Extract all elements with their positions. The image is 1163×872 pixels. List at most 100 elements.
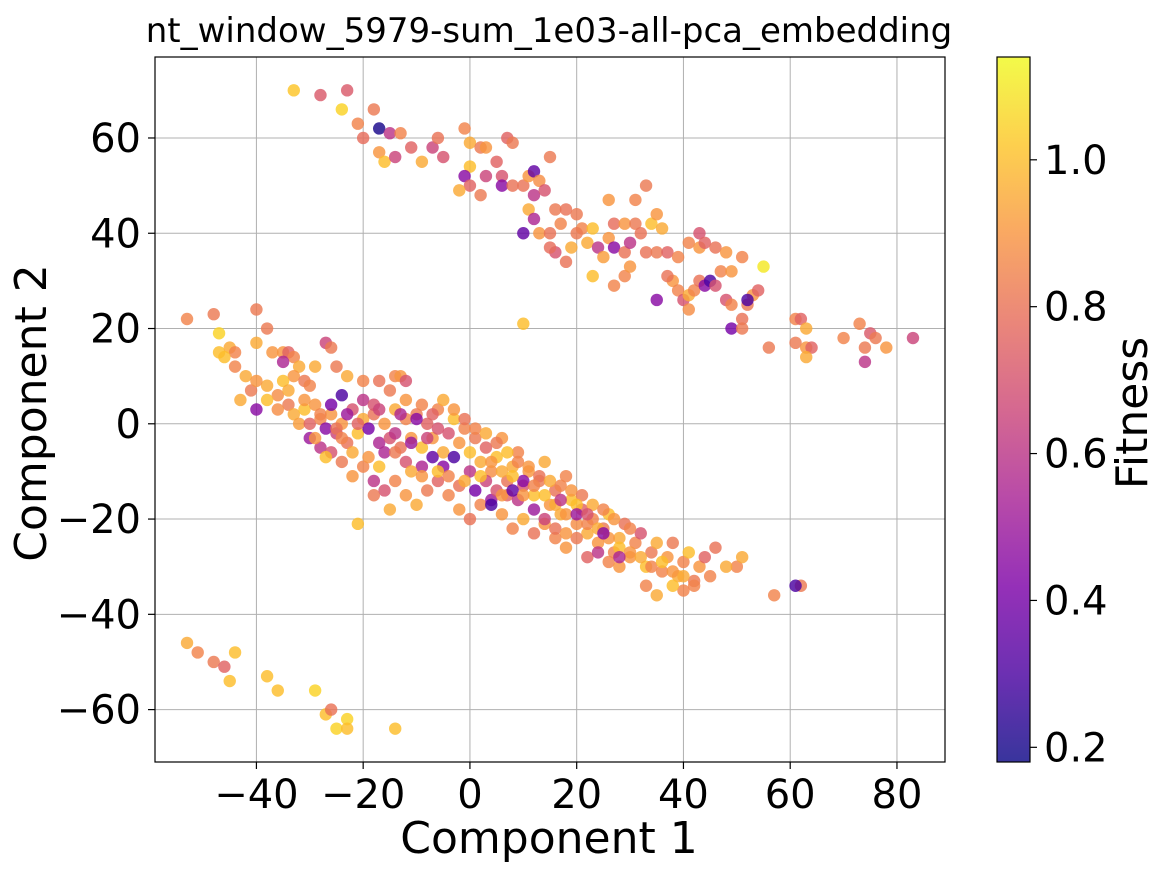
data-point (650, 246, 663, 259)
data-point (276, 355, 290, 369)
data-point (324, 408, 338, 421)
data-point (250, 336, 263, 350)
data-point (869, 331, 882, 345)
x-tick-label: −20 (321, 772, 405, 818)
data-point (527, 527, 541, 540)
data-point (324, 703, 338, 716)
data-point (586, 498, 599, 511)
data-point (458, 412, 471, 426)
data-point (463, 160, 477, 173)
data-point (421, 431, 434, 445)
data-point (735, 250, 749, 264)
data-point (356, 460, 370, 473)
data-point (794, 312, 808, 326)
data-point (495, 179, 509, 192)
data-point (340, 408, 354, 421)
data-point (800, 322, 813, 335)
data-point (527, 188, 541, 202)
data-point (538, 184, 551, 197)
data-point (725, 322, 738, 335)
data-point (447, 403, 461, 416)
data-point (356, 374, 370, 388)
data-point (741, 293, 754, 307)
data-point (682, 546, 695, 559)
colorbar: 0.2 0.4 0.6 0.8 1.0 Fitness (996, 56, 1158, 771)
data-point (308, 398, 322, 411)
data-point (719, 560, 733, 573)
data-point (319, 422, 333, 435)
data-point (335, 103, 349, 116)
data-point (618, 269, 631, 283)
data-point (490, 155, 503, 168)
data-point (618, 217, 631, 230)
y-tick-label: −60 (57, 688, 141, 734)
data-point (762, 341, 776, 354)
data-point (527, 165, 541, 178)
data-point (687, 579, 701, 592)
data-point (506, 484, 519, 497)
data-point (250, 374, 263, 388)
data-point (570, 508, 583, 521)
data-point (244, 384, 258, 397)
data-point (234, 393, 247, 407)
data-point (757, 260, 770, 273)
data-point (335, 389, 349, 402)
data-point (463, 136, 477, 149)
data-point (469, 422, 482, 435)
data-point (677, 584, 690, 597)
data-point (282, 398, 295, 411)
data-point (613, 541, 626, 554)
data-point (639, 179, 653, 192)
data-point (538, 512, 551, 526)
data-point (570, 227, 583, 240)
data-point (410, 412, 423, 426)
data-point (469, 431, 482, 445)
data-point (559, 508, 573, 521)
data-point (533, 174, 546, 188)
data-point (479, 141, 493, 154)
data-point (389, 446, 402, 459)
data-point (687, 284, 701, 297)
data-point (586, 222, 599, 235)
data-point (479, 169, 493, 183)
data-point (789, 336, 802, 350)
data-point (522, 460, 535, 473)
data-point (372, 146, 386, 159)
data-point (554, 217, 567, 230)
data-point (287, 408, 300, 421)
data-point (634, 550, 647, 564)
data-point (431, 474, 445, 488)
data-point (351, 517, 365, 531)
data-point (661, 246, 674, 259)
data-point (522, 203, 535, 216)
data-point (405, 465, 418, 478)
data-point (549, 522, 562, 535)
data-point (613, 531, 626, 545)
data-point (485, 498, 498, 511)
data-point (351, 417, 365, 430)
data-point (602, 231, 615, 245)
data-point (442, 469, 455, 483)
data-point (180, 312, 194, 326)
x-tick-label: 80 (872, 772, 923, 818)
data-point (671, 250, 685, 264)
data-point (372, 436, 386, 450)
data-point (394, 408, 407, 421)
data-point (570, 517, 583, 531)
data-point (549, 203, 562, 216)
data-point (511, 455, 525, 469)
data-point (693, 227, 706, 240)
data-point (559, 203, 573, 216)
data-point (677, 555, 690, 569)
colorbar-tick-label: 0.8 (1044, 285, 1108, 331)
data-point (559, 527, 573, 540)
data-point (613, 550, 626, 564)
data-point (437, 393, 450, 407)
data-point (260, 322, 274, 335)
data-point (495, 508, 509, 521)
data-point (602, 555, 615, 569)
data-point (308, 360, 322, 373)
data-point (218, 660, 231, 673)
data-point (367, 474, 381, 488)
data-point (415, 398, 429, 411)
